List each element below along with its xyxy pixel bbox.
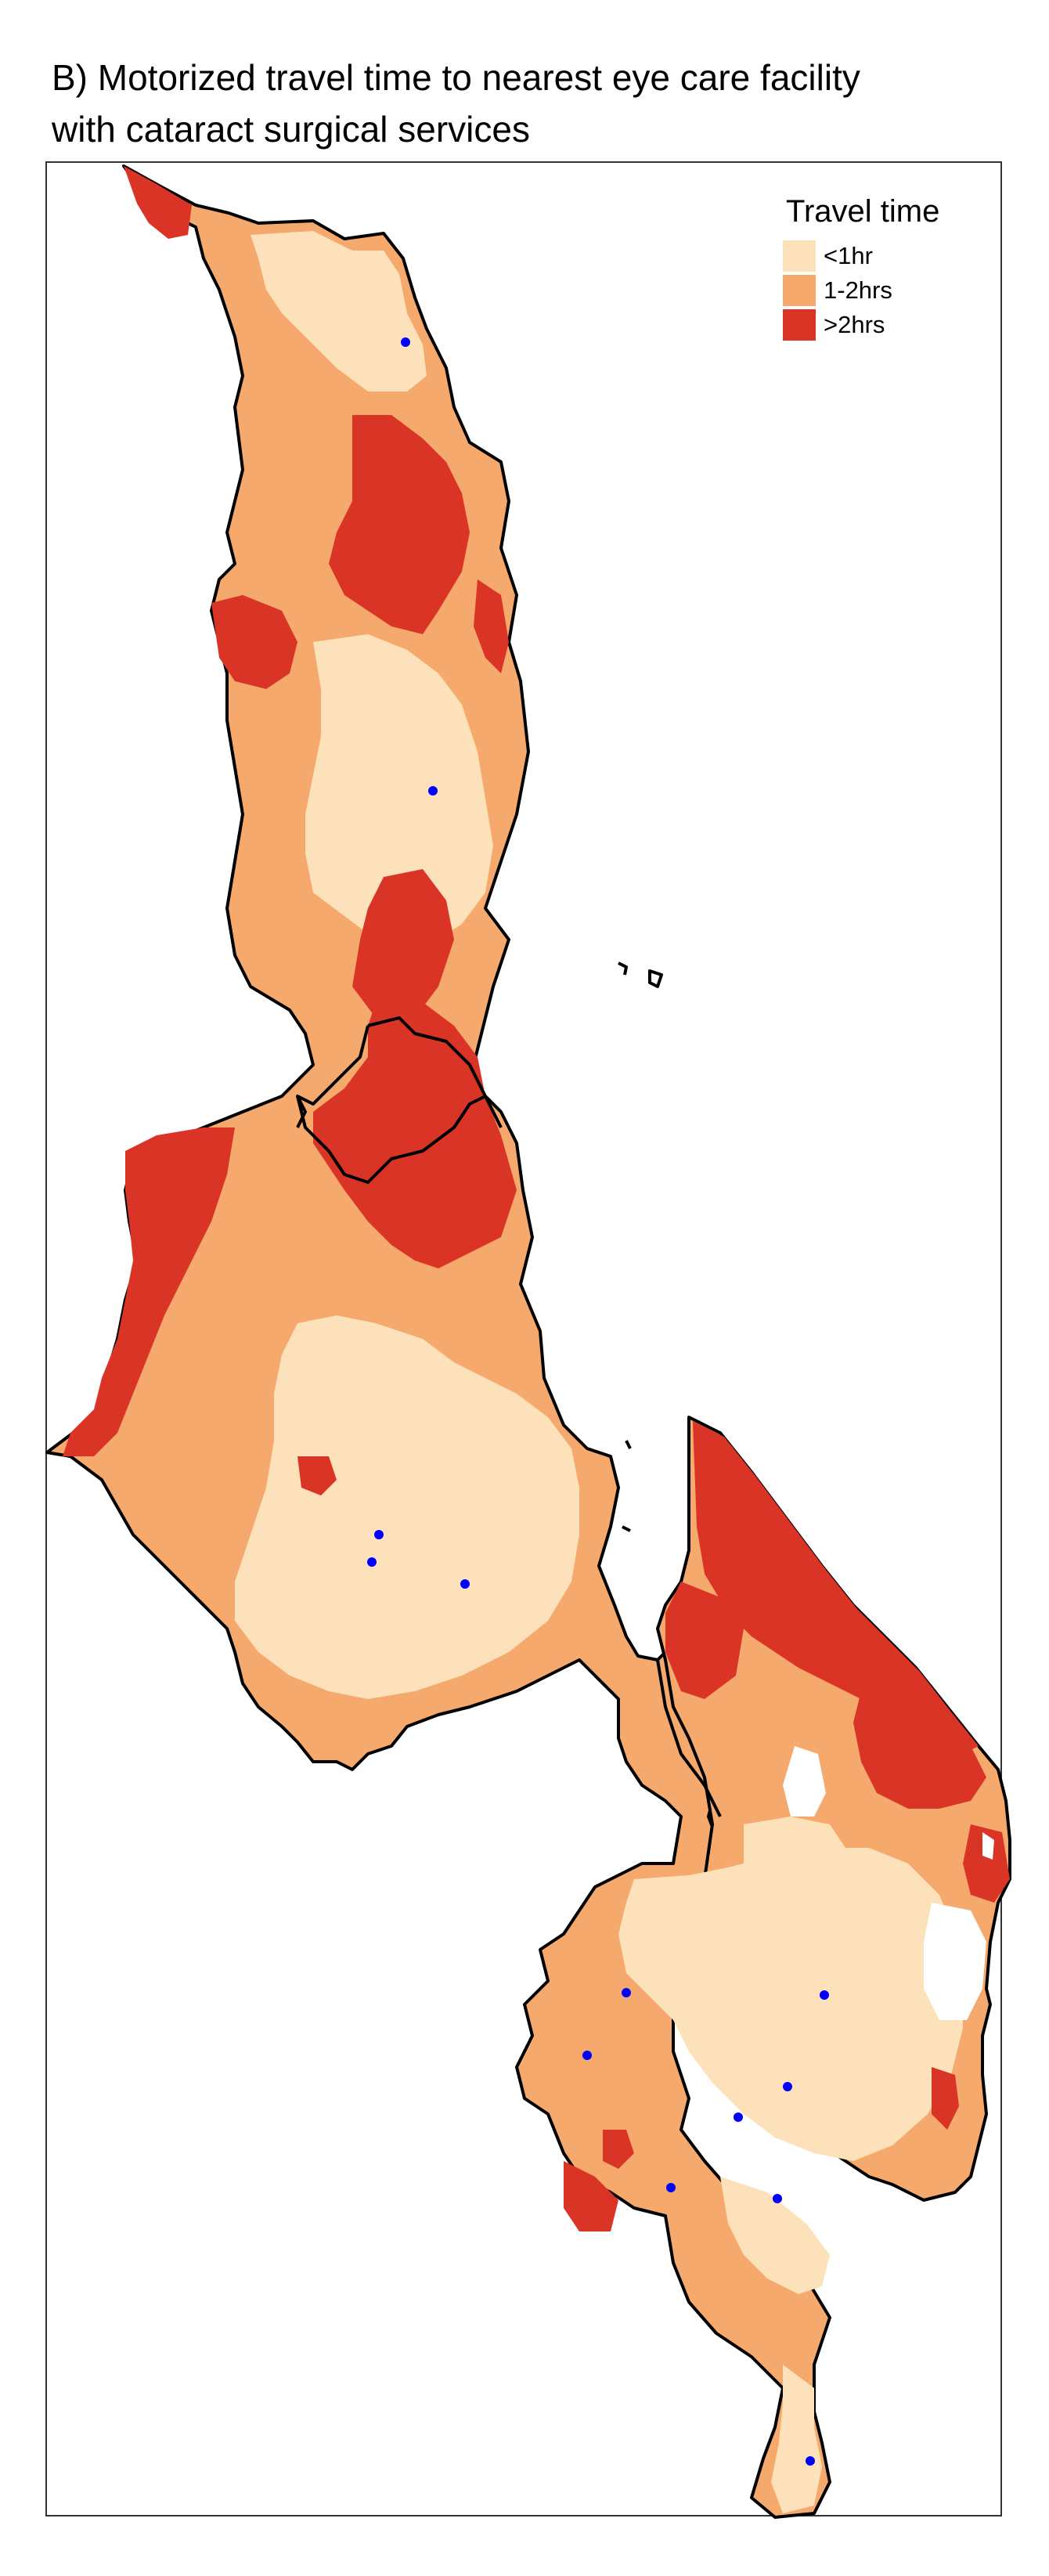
legend-item-over-2hrs: >2hrs [783,308,939,342]
facility-dot [460,1579,470,1589]
facility-dot [428,786,438,796]
legend-swatch [783,240,816,272]
legend: Travel time <1hr 1-2hrs >2hrs [783,194,939,342]
legend-item-1-2hrs: 1-2hrs [783,273,939,308]
facility-dot [582,2051,592,2060]
legend-title: Travel time [786,194,940,229]
map-title-line-1: B) Motorized travel time to nearest eye … [52,57,860,98]
map-frame [45,161,1002,2516]
zones-over-2hrs [63,166,1010,2231]
legend-label: <1hr [824,242,873,269]
facility-dot [622,1988,631,1997]
district-boundaries [296,1016,722,1817]
facility-dot [367,1557,377,1567]
zones-under-1hr [235,231,963,2513]
facility-dot [666,2183,676,2192]
lake-islands [618,961,663,1532]
facility-dot [734,2112,743,2122]
legend-swatch [783,275,816,306]
facility-dot [401,337,410,347]
facility-dot [773,2194,782,2203]
facility-dot [806,2456,815,2466]
map-title-line-2: with cataract surgical services [52,109,530,150]
lake-areas [783,1746,994,2020]
legend-label: 1-2hrs [824,276,892,304]
facility-points [367,337,829,2466]
map-title: B) Motorized travel time to nearest eye … [52,52,991,155]
legend-label: >2hrs [824,311,885,338]
legend-item-under-1hr: <1hr [783,239,939,273]
facility-dot [374,1530,384,1539]
legend-swatch [783,309,816,341]
facility-dot [783,2082,792,2091]
facility-dot [820,1990,829,2000]
